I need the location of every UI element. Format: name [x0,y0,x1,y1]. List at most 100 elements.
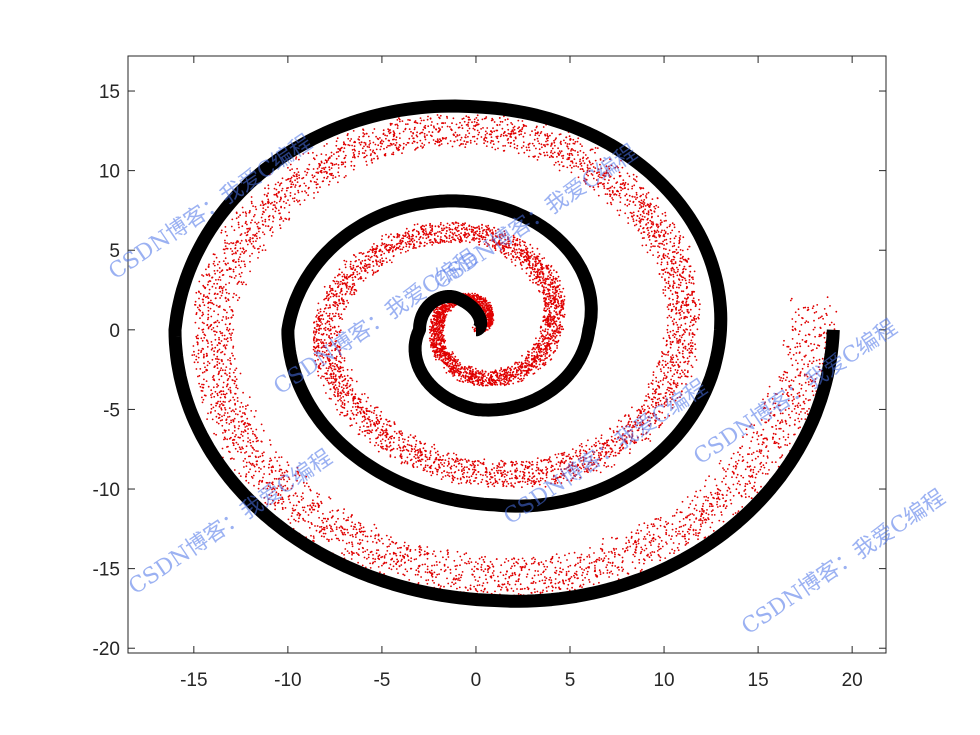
red-scatter-point [347,394,350,396]
red-scatter-point [477,370,480,372]
red-scatter-point [507,366,509,369]
red-scatter-point [387,420,389,423]
red-scatter-point [429,339,431,342]
red-scatter-point [387,249,390,251]
red-scatter-point [517,377,520,380]
red-scatter-point [482,298,485,301]
red-scatter-point [532,258,534,260]
red-scatter-point [454,364,457,367]
red-scatter-point [331,369,334,372]
red-scatter-point [342,300,344,302]
red-scatter-point [340,313,343,316]
red-scatter-point [390,437,393,440]
red-scatter-point [334,388,337,391]
red-scatter-point [529,243,532,246]
red-scatter-point [325,297,328,300]
red-scatter-point [541,338,544,340]
red-scatter-point [412,462,415,465]
red-scatter-point [540,354,542,357]
red-scatter-point [415,461,418,463]
red-scatter-point [451,372,454,375]
red-scatter-point [338,295,340,298]
red-scatter-point [474,379,477,382]
red-scatter-point [389,454,392,456]
red-scatter-point [530,363,532,366]
red-scatter-point [481,232,484,235]
red-scatter-point [454,459,457,462]
red-scatter-point [430,334,433,337]
red-scatter-point [334,375,337,378]
red-scatter-point [667,354,669,356]
red-scatter-point [418,238,420,241]
red-scatter-point [379,434,382,437]
red-scatter-point [435,350,437,353]
red-scatter-point [654,389,657,391]
red-scatter-point [554,330,557,333]
red-scatter-point [369,441,372,444]
red-scatter-point [404,242,407,244]
red-scatter-point [624,414,627,416]
red-scatter-point [540,325,542,328]
red-scatter-point [510,473,513,475]
red-scatter-point [322,384,325,387]
red-scatter-point [530,482,533,484]
red-scatter-point [354,406,357,408]
red-scatter-point [398,436,400,439]
red-scatter-point [552,297,555,299]
red-scatter-point [679,372,682,375]
red-scatter-point [400,455,403,458]
red-scatter-point [342,395,345,398]
red-scatter-point [515,248,518,251]
red-scatter-point [493,383,496,386]
red-scatter-point [434,225,437,228]
red-scatter-point [426,470,428,473]
red-scatter-point [371,274,374,276]
red-scatter-point [513,249,516,251]
red-scatter-point [331,326,334,329]
red-scatter-point [340,386,343,389]
red-scatter-point [431,225,434,228]
red-scatter-point [355,265,358,268]
red-scatter-point [543,307,546,310]
red-scatter-point [521,366,524,368]
red-scatter-point [328,382,330,385]
red-scatter-point [683,373,686,375]
red-scatter-point [446,222,449,225]
red-scatter-point [375,429,377,432]
red-scatter-point [433,343,435,346]
red-scatter-point [544,298,547,301]
red-scatter-point [433,314,436,317]
red-scatter-point [553,280,556,283]
red-scatter-point [462,467,465,470]
red-scatter-point [484,310,486,312]
red-scatter-point [430,343,432,346]
red-scatter-point [324,329,327,332]
red-scatter-point [575,449,578,452]
red-scatter-point [364,263,367,265]
red-scatter-point [382,431,385,434]
red-scatter-point [345,305,348,308]
red-scatter-point [458,233,460,236]
red-scatter-point [562,287,565,290]
red-scatter-point [464,231,466,234]
red-scatter-point [330,377,333,380]
red-scatter-point [338,317,341,320]
red-scatter-point [558,296,561,299]
red-scatter-point [550,342,553,345]
red-scatter-point [679,376,681,379]
red-scatter-point [547,328,549,331]
red-scatter-point [498,478,501,481]
red-scatter-point [470,372,472,375]
red-scatter-point [529,255,531,258]
red-scatter-point [353,291,355,294]
red-scatter-point [532,281,534,284]
red-scatter-point [650,382,653,385]
red-scatter-point [364,259,367,262]
red-scatter-point [435,312,437,314]
red-scatter-point [541,340,544,343]
red-scatter-point [491,380,494,383]
red-scatter-point [315,316,317,318]
red-scatter-point [514,373,517,376]
red-scatter-point [423,241,426,244]
red-scatter-point [398,234,401,237]
